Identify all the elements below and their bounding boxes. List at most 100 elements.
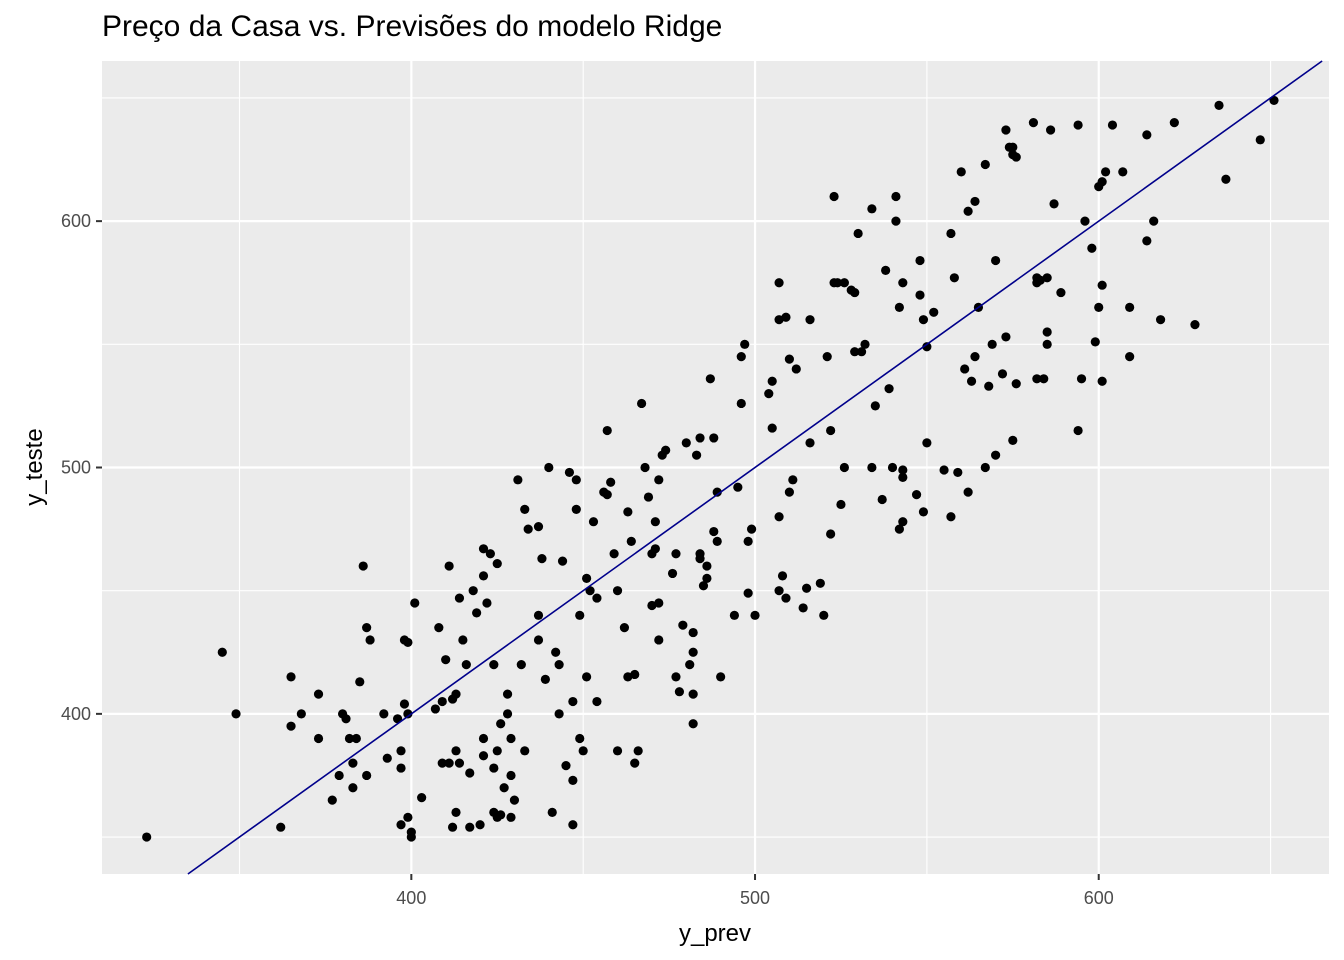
- scatter-point: [482, 598, 492, 608]
- scatter-point: [1214, 100, 1224, 110]
- data-points: [142, 95, 1279, 842]
- scatter-point: [472, 608, 482, 618]
- scatter-point: [661, 445, 671, 455]
- scatter-point: [1028, 117, 1039, 128]
- scatter-point: [781, 593, 791, 603]
- scatter-point: [348, 758, 358, 768]
- scatter-point: [1011, 152, 1021, 162]
- scatter-point: [970, 196, 980, 207]
- scatter-point: [547, 807, 557, 818]
- scatter-point: [898, 278, 908, 288]
- scatter-point: [506, 812, 516, 822]
- scatter-point: [406, 832, 416, 842]
- scatter-point: [588, 517, 599, 527]
- scatter-point: [1169, 117, 1179, 128]
- scatter-point: [1049, 199, 1059, 209]
- scatter-point: [894, 524, 904, 534]
- scatter-point: [544, 462, 554, 473]
- scatter-point: [592, 696, 602, 707]
- scatter-point: [870, 401, 880, 411]
- scatter-point: [963, 206, 973, 216]
- scatter-point: [578, 746, 588, 756]
- scatter-point: [1032, 374, 1042, 384]
- scatter-point: [839, 278, 849, 288]
- scatter-point: [867, 204, 877, 214]
- scatter-point: [454, 593, 465, 603]
- scatter-point: [451, 807, 461, 818]
- scatter-point: [355, 677, 365, 687]
- scatter-point: [970, 352, 980, 362]
- scatter-point: [513, 475, 523, 485]
- scatter-point: [382, 753, 392, 763]
- scatter-point: [698, 581, 709, 591]
- scatter-point: [520, 746, 530, 756]
- scatter-point: [403, 812, 413, 822]
- scatter-point: [1056, 287, 1066, 298]
- y-tick-label: 600: [61, 211, 91, 231]
- scatter-point: [1042, 327, 1052, 337]
- scatter-point: [991, 450, 1001, 460]
- scatter-point: [417, 793, 427, 803]
- scatter-point: [691, 450, 702, 460]
- scatter-point: [643, 492, 654, 502]
- scatter-point: [949, 273, 959, 283]
- scatter-point: [231, 709, 241, 719]
- scatter-point: [915, 290, 925, 300]
- x-tick-label: 500: [740, 888, 770, 908]
- scatter-point: [1090, 337, 1100, 347]
- scatter-point: [606, 477, 616, 487]
- scatter-point: [654, 475, 664, 485]
- scatter-point: [296, 709, 306, 719]
- scatter-point: [709, 433, 719, 443]
- grid-lines: [102, 61, 1329, 874]
- scatter-point: [379, 709, 389, 719]
- scatter-point: [623, 507, 633, 517]
- scatter-point: [444, 561, 454, 571]
- scatter-point: [582, 573, 592, 583]
- scatter-point: [1142, 130, 1152, 140]
- scatter-point: [554, 709, 564, 719]
- scatter-point: [805, 315, 815, 325]
- scatter-point: [561, 761, 571, 771]
- scatter-point: [650, 544, 660, 554]
- scatter-point: [963, 487, 973, 497]
- scatter-point: [571, 475, 581, 485]
- chart-title: Preço da Casa vs. Previsões do modelo Ri…: [102, 10, 723, 43]
- scatter-point: [736, 352, 746, 362]
- scatter-point: [918, 507, 929, 517]
- scatter-point: [461, 659, 471, 670]
- scatter-point: [612, 746, 623, 756]
- scatter-point: [1008, 142, 1018, 152]
- scatter-point: [575, 733, 585, 744]
- scatter-point: [341, 714, 351, 724]
- scatter-point: [980, 462, 990, 473]
- scatter-point: [1255, 135, 1265, 145]
- scatter-point: [856, 347, 867, 357]
- scatter-point: [695, 433, 705, 443]
- scatter-point: [650, 517, 660, 527]
- scatter-point: [533, 635, 544, 645]
- scatter-point: [437, 696, 447, 707]
- scatter-point: [468, 586, 478, 596]
- scatter-point: [1046, 125, 1056, 135]
- scatter-point: [502, 689, 513, 699]
- scatter-point: [454, 758, 465, 768]
- scatter-point: [640, 462, 650, 473]
- axis-ticks: 400 500 600 400 500 600: [61, 211, 1114, 908]
- scatter-point: [894, 302, 904, 312]
- scatter-point: [774, 278, 784, 288]
- scatter-point: [1149, 216, 1159, 226]
- scatter-point: [612, 586, 623, 596]
- scatter-point: [362, 623, 372, 633]
- scatter-point: [767, 423, 777, 433]
- scatter-point: [1118, 167, 1128, 177]
- scatter-point: [313, 733, 324, 744]
- scatter-point: [688, 689, 698, 699]
- scatter-point: [286, 721, 296, 731]
- scatter-point: [489, 659, 499, 670]
- scatter-point: [918, 315, 929, 325]
- scatter-point: [716, 672, 726, 682]
- scatter-point: [444, 758, 454, 768]
- scatter-point: [485, 549, 495, 559]
- scatter-point: [582, 672, 592, 682]
